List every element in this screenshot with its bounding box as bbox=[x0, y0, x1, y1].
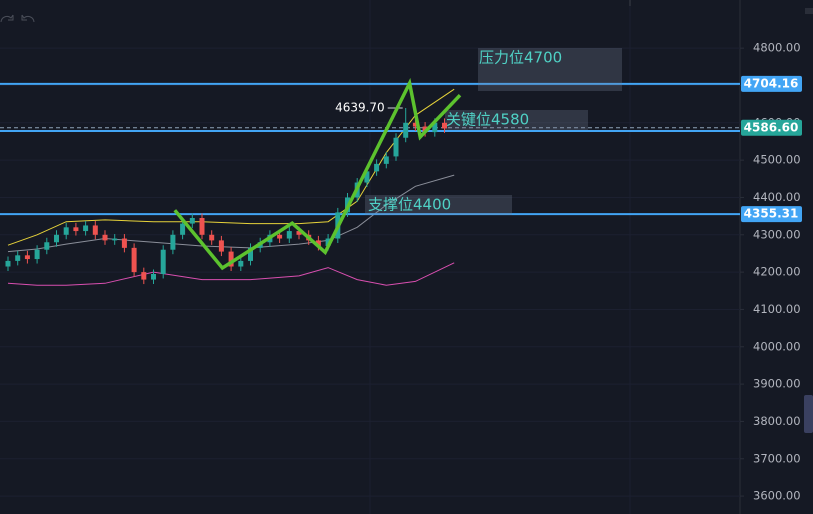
candle-body bbox=[83, 225, 89, 232]
candle-body bbox=[209, 234, 215, 241]
candle-body bbox=[442, 122, 447, 129]
annotation-text: 压力位4700 bbox=[479, 49, 562, 67]
candle-body bbox=[238, 260, 244, 267]
candle-body bbox=[286, 231, 292, 239]
candle-body bbox=[15, 255, 21, 261]
candle-body bbox=[5, 260, 11, 267]
price-label-bg bbox=[741, 119, 802, 136]
y-tick-label: 4400.00 bbox=[753, 190, 801, 204]
y-tick-label: 4800.00 bbox=[753, 41, 801, 55]
undo-icon[interactable] bbox=[0, 14, 14, 23]
candle-body bbox=[189, 217, 195, 224]
band-line bbox=[7, 262, 455, 286]
y-tick-label: 4100.00 bbox=[753, 302, 801, 316]
candle-body bbox=[160, 249, 166, 274]
candle-body bbox=[218, 240, 224, 252]
candle-body bbox=[63, 227, 69, 235]
candle-body bbox=[24, 255, 30, 260]
price-label: 4586.60 bbox=[744, 120, 799, 134]
y-tick-label: 3900.00 bbox=[753, 377, 801, 391]
y-tick-label: 4000.00 bbox=[753, 339, 801, 353]
candle-body bbox=[112, 238, 118, 241]
y-tick-label: 4200.00 bbox=[753, 265, 801, 279]
annotation-text: 关键位4580 bbox=[446, 111, 529, 129]
candle-body bbox=[131, 247, 137, 273]
candle-body bbox=[296, 231, 302, 235]
candle-body bbox=[325, 238, 331, 246]
candle-body bbox=[102, 234, 108, 241]
candle-body bbox=[383, 156, 389, 164]
candle-body bbox=[374, 163, 380, 172]
candle-body bbox=[432, 122, 438, 133]
candle-body bbox=[364, 171, 370, 183]
candle-body bbox=[228, 251, 234, 267]
price-label: 4355.31 bbox=[744, 207, 799, 221]
candle-body bbox=[315, 240, 321, 246]
zigzag-line bbox=[173, 77, 462, 271]
high-label: 4639.70 bbox=[335, 100, 385, 114]
candle-body bbox=[248, 247, 253, 261]
candle-body bbox=[73, 227, 79, 232]
price-label: 4704.16 bbox=[744, 76, 799, 90]
candle-body bbox=[121, 238, 127, 248]
candle-body bbox=[170, 234, 176, 250]
annotation-text: 支撑位4400 bbox=[368, 196, 451, 214]
y-tick-label: 4500.00 bbox=[753, 153, 801, 167]
price-label-bg bbox=[741, 75, 802, 92]
candle-body bbox=[180, 223, 186, 235]
candle-body bbox=[393, 137, 399, 157]
corner-mark bbox=[805, 8, 813, 14]
redo-icon[interactable] bbox=[21, 14, 35, 23]
y-tick-label: 3800.00 bbox=[753, 414, 801, 428]
candle-body bbox=[412, 122, 418, 127]
y-tick-label: 4300.00 bbox=[753, 227, 801, 241]
candle-body bbox=[92, 225, 98, 235]
candle-body bbox=[277, 234, 283, 239]
annotation-box bbox=[445, 110, 588, 130]
candle-body bbox=[141, 272, 147, 280]
candle-body bbox=[151, 273, 156, 280]
candle-body bbox=[44, 242, 50, 250]
y-tick-label: 3600.00 bbox=[753, 489, 801, 503]
annotation-box bbox=[365, 195, 512, 215]
candle-body bbox=[54, 234, 59, 243]
price-label-bg bbox=[741, 206, 802, 223]
annotation-box bbox=[478, 48, 622, 91]
candle-body bbox=[34, 249, 40, 260]
scroll-handle[interactable] bbox=[804, 395, 813, 433]
y-tick-label: 3700.00 bbox=[753, 451, 801, 465]
candle-body bbox=[403, 122, 409, 138]
candle-body bbox=[199, 217, 205, 235]
